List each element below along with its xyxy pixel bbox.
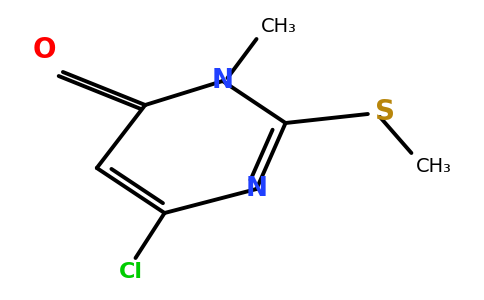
Text: N: N bbox=[245, 176, 268, 202]
Text: CH₃: CH₃ bbox=[416, 158, 452, 176]
Text: S: S bbox=[375, 98, 395, 127]
Text: N: N bbox=[212, 68, 234, 94]
Text: Cl: Cl bbox=[119, 262, 143, 283]
Text: CH₃: CH₃ bbox=[261, 17, 297, 36]
Text: O: O bbox=[32, 37, 56, 64]
